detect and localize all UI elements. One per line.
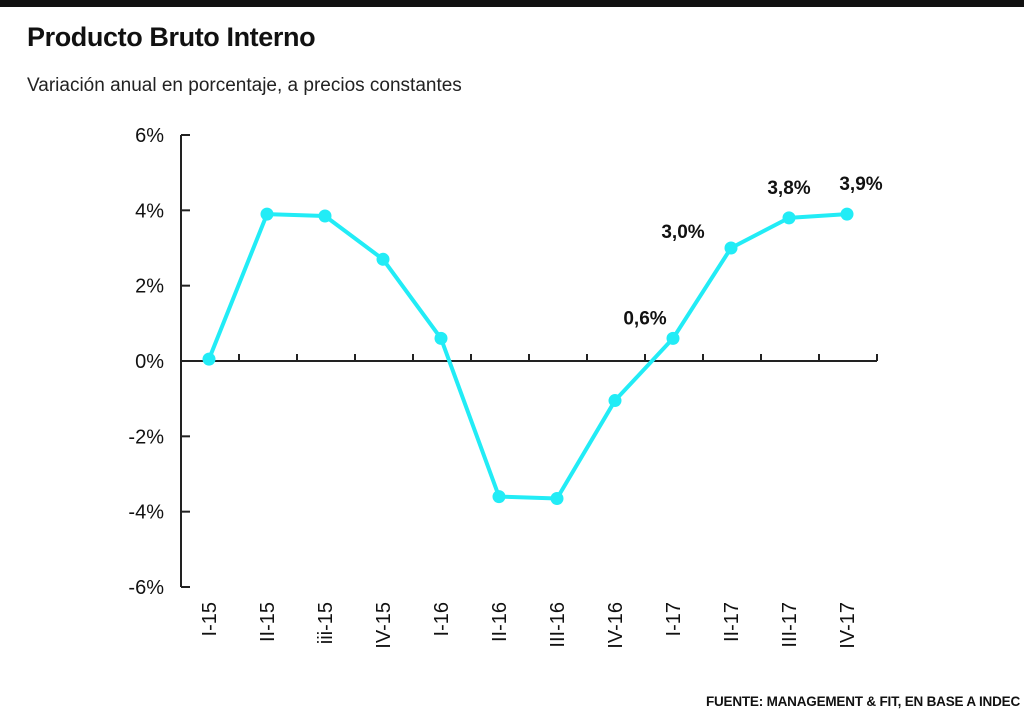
y-tick-label: 6% xyxy=(135,125,164,147)
data-point xyxy=(202,352,216,366)
x-tick-label: IV-15 xyxy=(373,602,395,649)
x-tick-label: II-16 xyxy=(489,602,511,642)
x-tick-label: III-16 xyxy=(547,602,569,648)
y-tick-label: -2% xyxy=(128,426,164,448)
y-tick-label: 2% xyxy=(135,276,164,298)
data-point xyxy=(260,207,274,221)
data-point xyxy=(318,209,332,223)
data-point xyxy=(724,241,738,255)
source-note: FUENTE: MANAGEMENT & FIT, EN BASE A INDE… xyxy=(705,694,1020,709)
chart-subtitle: Variación anual en porcentaje, a precios… xyxy=(27,75,462,96)
data-point xyxy=(434,331,448,345)
x-tick-label: II-15 xyxy=(257,602,279,642)
data-point xyxy=(666,331,680,345)
data-point xyxy=(376,252,390,266)
series-line xyxy=(207,212,849,501)
data-point xyxy=(840,207,854,221)
data-label: 3,8% xyxy=(767,178,810,199)
data-point xyxy=(608,394,622,408)
data-point xyxy=(782,211,796,225)
x-tick-label: IV-17 xyxy=(837,602,859,649)
x-tick-label: III-17 xyxy=(779,602,801,648)
line-chart: 6% 4% 2% 0% -2% -4% -6% I-15 II-15 iii-15 IV-15 I-1… xyxy=(128,125,882,649)
y-tick-label: 4% xyxy=(135,200,164,222)
data-label: 0,6% xyxy=(623,308,666,329)
top-bar xyxy=(0,0,1024,7)
chart-title: Producto Bruto Interno xyxy=(27,22,316,52)
y-tick-label: -4% xyxy=(128,502,164,524)
data-point xyxy=(492,490,506,504)
data-point xyxy=(550,491,564,505)
y-tick-label: 0% xyxy=(135,351,164,373)
x-tick-label: I-15 xyxy=(199,602,221,636)
x-tick-label: IV-16 xyxy=(605,602,627,649)
x-tick-label: I-16 xyxy=(431,602,453,636)
y-tick-label: -6% xyxy=(128,577,164,599)
x-tick-label: iii-15 xyxy=(315,602,337,644)
x-tick-label: II-17 xyxy=(721,602,743,642)
data-label: 3,0% xyxy=(661,222,704,243)
x-tick-label: I-17 xyxy=(663,602,685,636)
data-label: 3,9% xyxy=(839,174,882,195)
